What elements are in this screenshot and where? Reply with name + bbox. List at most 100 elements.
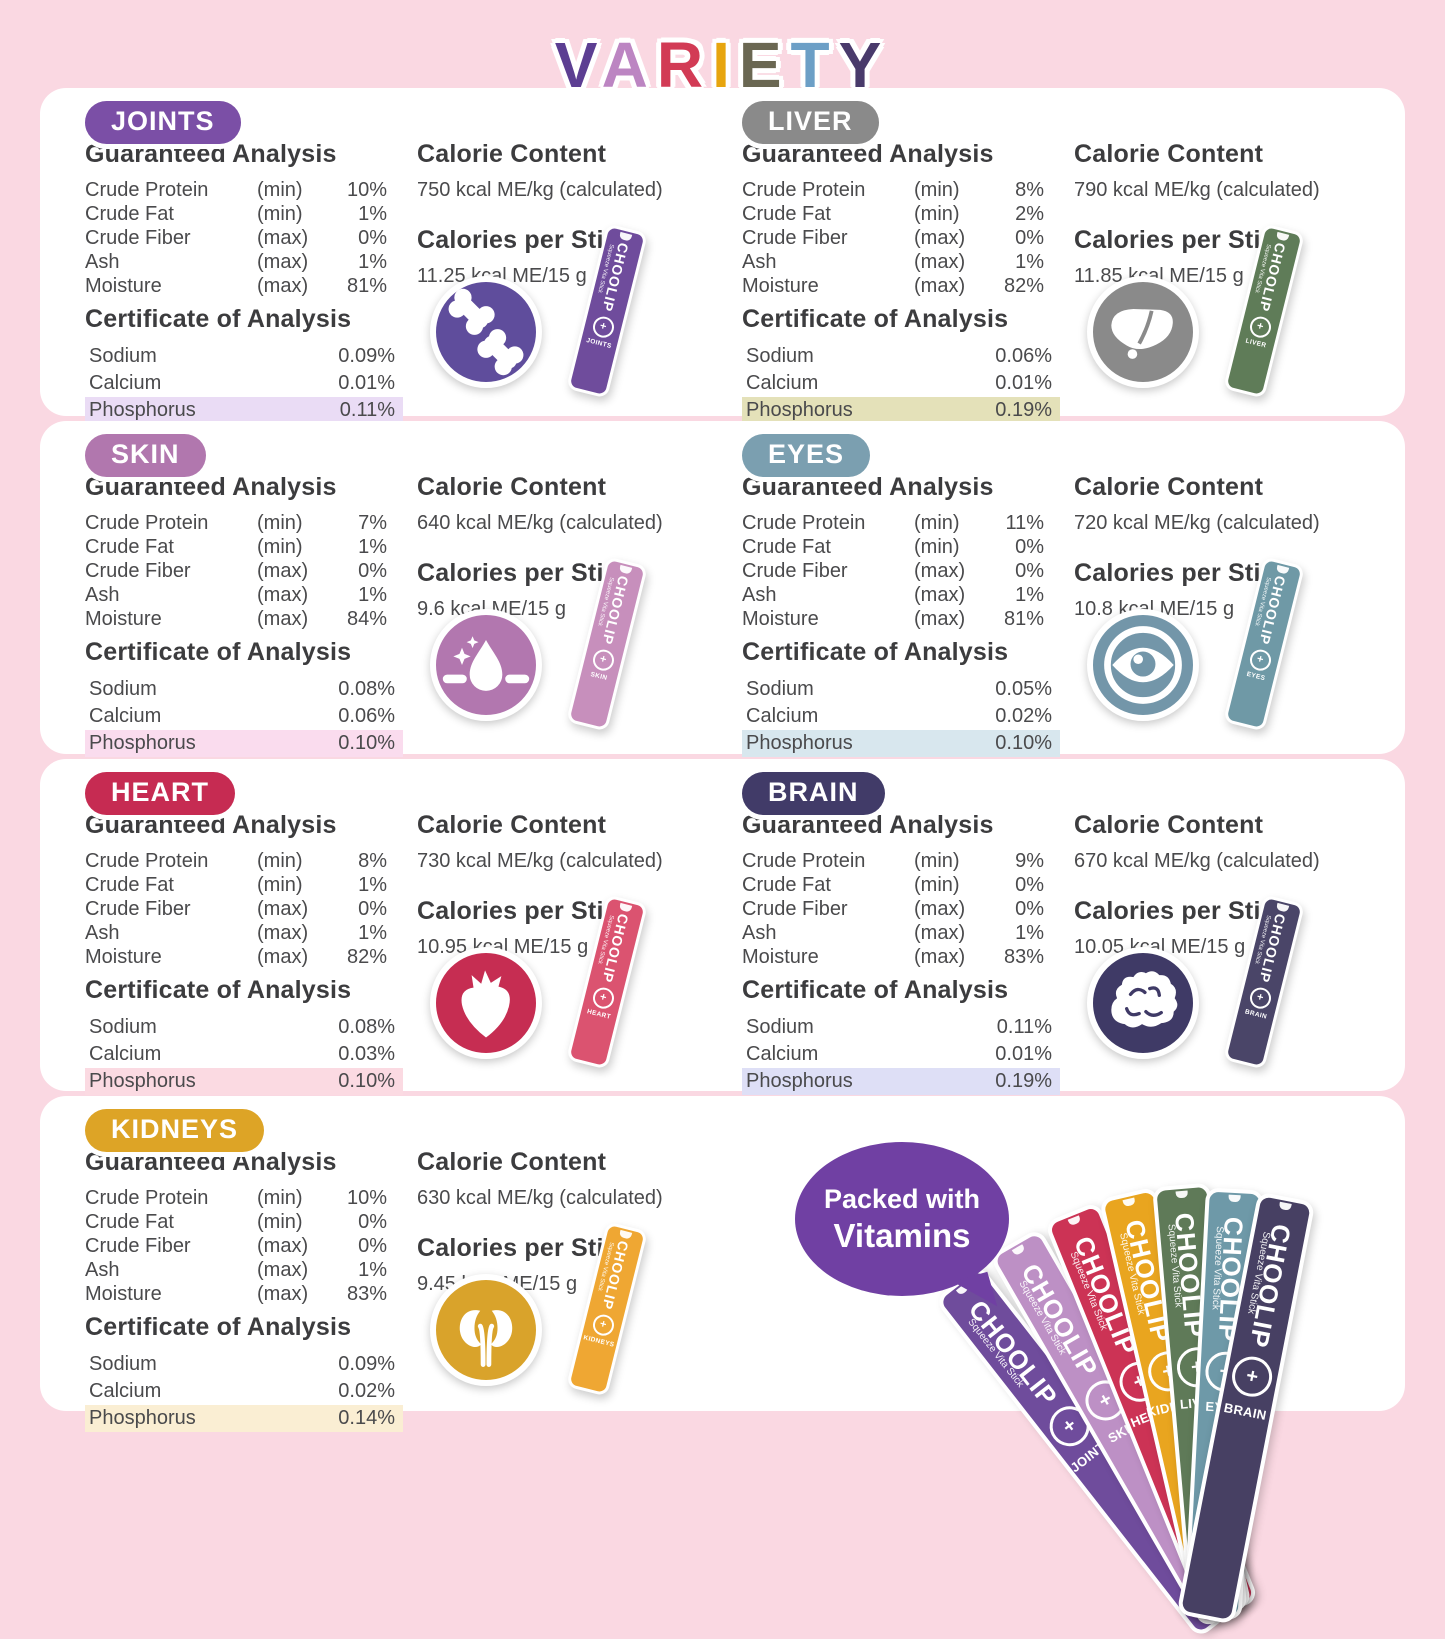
analysis-row: Moisture (max) 81%	[85, 274, 403, 298]
stick-organ-badge-icon: +	[590, 314, 616, 340]
stick-variant-label: KIDNEYS	[582, 1334, 616, 1349]
guaranteed-analysis-heading: Guaranteed Analysis	[742, 473, 994, 501]
nutrient-value: 0%	[358, 227, 387, 249]
liver-icon	[1087, 276, 1199, 388]
mineral-label: Calcium	[89, 372, 162, 394]
nutrient-label: Crude Fat	[85, 203, 174, 225]
calorie-content-heading: Calorie Content	[1074, 811, 1264, 839]
mineral-label: Phosphorus	[746, 399, 853, 421]
analysis-row: Crude Fiber (max) 0%	[85, 897, 403, 921]
nutrient-value: 1%	[358, 536, 387, 558]
certificate-row: Calcium 0.06%	[85, 703, 403, 730]
nutrient-value: 0%	[1015, 560, 1044, 582]
nutrient-label: Crude Fat	[85, 1211, 174, 1233]
packed-with-vitamins-bubble: Packed with Vitamins	[795, 1142, 1009, 1296]
nutrient-qualifier: (max)	[257, 1259, 309, 1281]
nutrient-label: Crude Protein	[85, 512, 209, 534]
nutrient-qualifier: (max)	[257, 275, 309, 297]
nutrient-label: Crude Fiber	[85, 560, 191, 582]
bubble-line-2: Vitamins	[833, 1216, 971, 1254]
nutrient-label: Crude Fiber	[85, 227, 191, 249]
certificate-row: Sodium 0.08%	[85, 676, 403, 703]
mineral-value: 0.10%	[338, 732, 395, 754]
nutrient-qualifier: (max)	[914, 251, 966, 273]
nutrient-label: Crude Fiber	[742, 227, 848, 249]
analysis-row: Ash (max) 1%	[742, 921, 1060, 945]
nutrient-qualifier: (min)	[914, 874, 960, 896]
stick-organ-badge-icon: +	[1247, 985, 1273, 1011]
panel-row-4: KIDNEYS Guaranteed Analysis Crude Protei…	[40, 1096, 1405, 1432]
certificate-of-analysis-heading: Certificate of Analysis	[742, 638, 1009, 666]
nutrient-label: Crude Fiber	[85, 1235, 191, 1257]
badge-kidneys: KIDNEYS	[85, 1109, 265, 1152]
certificate-row: Sodium 0.05%	[742, 676, 1060, 703]
certificate-of-analysis-heading: Certificate of Analysis	[85, 1313, 352, 1341]
analysis-row: Crude Protein (min) 8%	[742, 178, 1060, 202]
nutrient-value: 0%	[358, 1211, 387, 1233]
nutrient-value: 0%	[1015, 874, 1044, 896]
mineral-label: Calcium	[746, 1043, 819, 1065]
nutrient-qualifier: (max)	[914, 227, 966, 249]
calories-per-stick-heading: Calories per Stick	[417, 1234, 632, 1262]
nutrient-value: 7%	[358, 512, 387, 534]
page-title: VARIETY	[0, 28, 1445, 102]
nutrient-value: 83%	[1003, 946, 1044, 968]
nutrient-value: 1%	[358, 203, 387, 225]
mineral-label: Calcium	[746, 705, 819, 727]
nutrient-value: 1%	[1015, 584, 1044, 606]
nutrient-label: Crude Protein	[85, 850, 209, 872]
panel-row-2: SKIN Guaranteed Analysis Crude Protein (m…	[40, 421, 1405, 757]
nutrient-qualifier: (min)	[914, 536, 960, 558]
stick-variant-label: JOINTS	[1067, 1433, 1116, 1476]
mineral-value: 0.19%	[995, 399, 1052, 421]
nutrient-value: 1%	[1015, 922, 1044, 944]
calorie-content-heading: Calorie Content	[417, 811, 607, 839]
certificate-row-highlighted: Phosphorus 0.10%	[85, 1068, 403, 1095]
nutrient-qualifier: (max)	[257, 584, 309, 606]
nutrient-value: 9%	[1015, 850, 1044, 872]
nutrient-label: Moisture	[85, 608, 162, 630]
mineral-value: 0.10%	[995, 732, 1052, 754]
mineral-label: Calcium	[89, 1043, 162, 1065]
badge-skin: SKIN	[85, 434, 206, 477]
title-letter: Y	[838, 29, 891, 101]
nutrient-label: Crude Fiber	[742, 560, 848, 582]
certificate-row: Calcium 0.03%	[85, 1041, 403, 1068]
mineral-label: Calcium	[89, 705, 162, 727]
mineral-label: Sodium	[746, 1016, 814, 1038]
nutrient-value: 84%	[346, 608, 387, 630]
calorie-content-heading: Calorie Content	[417, 1148, 607, 1176]
mineral-label: Sodium	[89, 1016, 157, 1038]
certificate-of-analysis-heading: Certificate of Analysis	[742, 305, 1009, 333]
certificate-row: Calcium 0.01%	[742, 370, 1060, 397]
guaranteed-analysis-heading: Guaranteed Analysis	[85, 1148, 337, 1176]
mineral-value: 0.09%	[338, 1353, 395, 1375]
nutrient-qualifier: (max)	[257, 227, 309, 249]
analysis-row: Crude Fiber (max) 0%	[85, 559, 403, 583]
nutrient-qualifier: (max)	[914, 898, 966, 920]
certificate-row: Calcium 0.01%	[742, 1041, 1060, 1068]
certificate-row-highlighted: Phosphorus 0.19%	[742, 397, 1060, 424]
title-letter: E	[738, 29, 791, 101]
mineral-label: Sodium	[746, 678, 814, 700]
nutrient-qualifier: (min)	[914, 203, 960, 225]
section-brain: BRAIN Guaranteed Analysis Crude Protein (…	[742, 759, 1398, 1095]
nutrient-value: 83%	[346, 1283, 387, 1305]
mineral-value: 0.05%	[995, 678, 1052, 700]
guaranteed-analysis-heading: Guaranteed Analysis	[85, 140, 337, 168]
skin-droplet-icon	[430, 609, 542, 721]
nutrient-value: 10%	[346, 1187, 387, 1209]
analysis-row: Ash (max) 1%	[85, 250, 403, 274]
nutrient-value: 1%	[358, 874, 387, 896]
analysis-row: Ash (max) 1%	[85, 583, 403, 607]
nutrient-label: Moisture	[85, 1283, 162, 1305]
mineral-label: Phosphorus	[89, 1070, 196, 1092]
calorie-content-value: 640 kcal ME/kg (calculated)	[417, 512, 663, 534]
title-letter: T	[790, 29, 839, 101]
analysis-row: Ash (max) 1%	[85, 921, 403, 945]
calories-per-stick-heading: Calories per Stick	[1074, 897, 1289, 925]
mineral-value: 0.11%	[996, 1016, 1052, 1038]
nutrient-label: Ash	[742, 584, 777, 606]
title-letter: I	[712, 29, 739, 101]
mineral-label: Sodium	[746, 345, 814, 367]
